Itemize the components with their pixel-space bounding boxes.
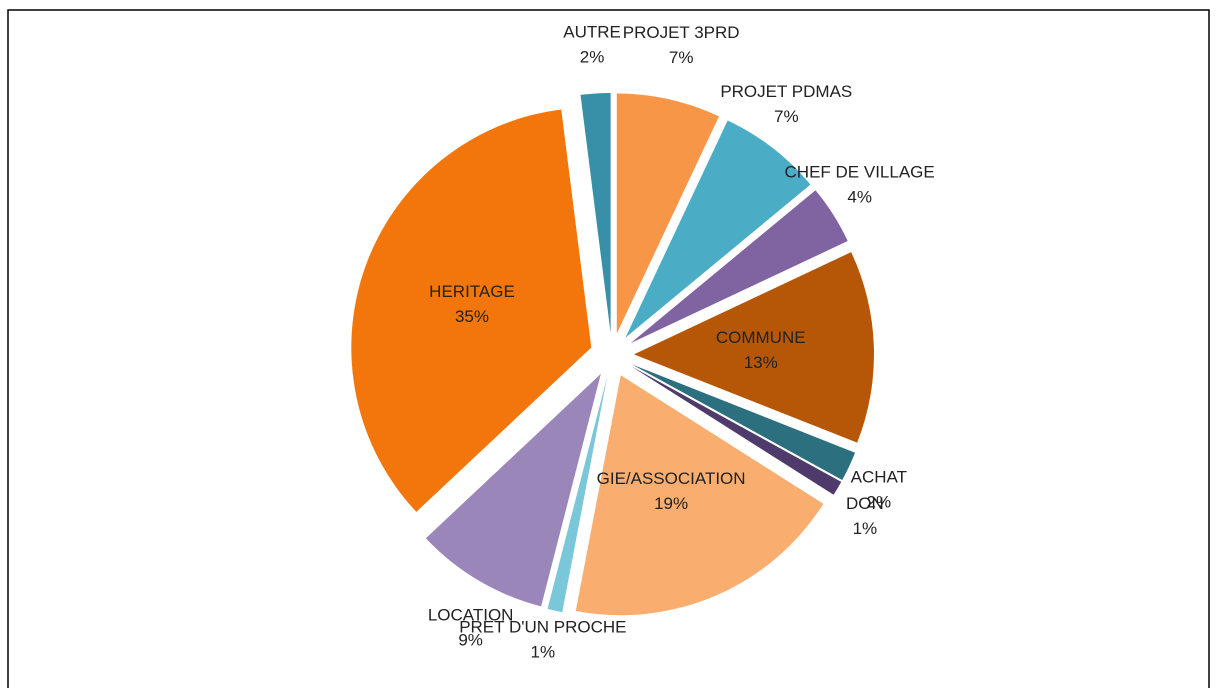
pie-slice	[616, 93, 719, 334]
slice-label: PRET D'UN PROCHE	[459, 617, 626, 636]
slice-label: DON	[846, 494, 884, 513]
pie-slice	[633, 252, 874, 443]
slice-label: PROJET 3PRD	[623, 23, 740, 42]
slice-label: ACHAT	[851, 467, 907, 486]
slice-value-label: 13%	[744, 353, 778, 372]
slice-label: GIE/ASSOCIATION	[597, 469, 746, 488]
slice-label: HERITAGE	[429, 282, 515, 301]
pie-slice	[630, 190, 848, 344]
slice-value-label: 2%	[867, 492, 892, 511]
slice-label: PROJET PDMAS	[720, 82, 852, 101]
pie-slice	[547, 376, 608, 613]
chart-border	[7, 9, 1210, 688]
slice-value-label: 1%	[531, 642, 556, 661]
slice-value-label: 7%	[669, 48, 694, 67]
slice-value-label: 1%	[853, 519, 878, 538]
pie-slice	[580, 93, 611, 334]
slice-value-label: 9%	[458, 630, 483, 649]
pie-slice	[625, 120, 811, 338]
pie-slice	[630, 366, 842, 495]
slice-value-label: 2%	[580, 47, 605, 66]
slice-value-label: 7%	[774, 107, 799, 126]
slice-label: LOCATION	[428, 605, 514, 624]
pie-slice	[351, 109, 592, 512]
slice-label: AUTRE	[563, 22, 621, 41]
pie-slice	[425, 373, 601, 607]
pie-slice	[575, 375, 824, 616]
slice-value-label: 19%	[654, 494, 688, 513]
slice-label: CHEF DE VILLAGE	[785, 163, 935, 182]
pie-slice	[631, 364, 856, 480]
slice-label: COMMUNE	[716, 328, 806, 347]
slice-value-label: 4%	[847, 188, 872, 207]
slice-value-label: 35%	[455, 307, 489, 326]
